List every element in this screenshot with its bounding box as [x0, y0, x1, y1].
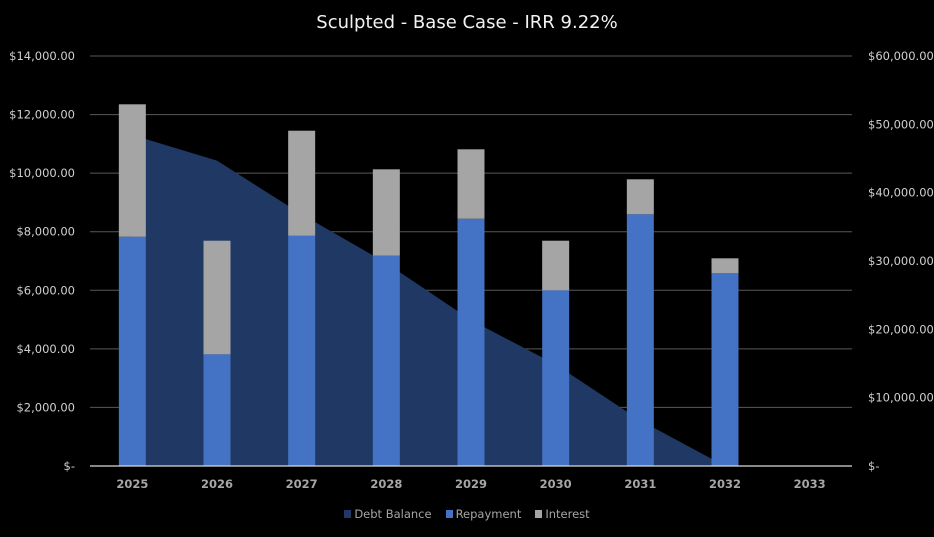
y-left-tick-label: $4,000.00	[16, 342, 75, 356]
interest-bar[interactable]	[542, 240, 570, 291]
repayment-bar[interactable]	[457, 218, 485, 466]
y-right-tick-label: $50,000.00	[868, 117, 934, 131]
repayment-bar[interactable]	[542, 290, 570, 466]
repayment-bar[interactable]	[118, 236, 146, 466]
legend-label: Interest	[545, 507, 590, 521]
x-tick-label: 2032	[709, 477, 741, 491]
y-right-tick-label: $30,000.00	[868, 254, 934, 268]
legend-swatch-interest	[535, 510, 543, 518]
y-right-tick-label: $60,000.00	[868, 49, 934, 63]
repayment-bar[interactable]	[372, 255, 400, 466]
legend-item-interest[interactable]: Interest	[535, 507, 590, 521]
y-left-tick-label: $8,000.00	[16, 225, 75, 239]
legend-swatch-debt-balance	[344, 510, 352, 518]
interest-bar[interactable]	[626, 179, 654, 215]
interest-bar[interactable]	[203, 240, 231, 355]
repayment-bar[interactable]	[626, 214, 654, 466]
legend: Debt Balance Repayment Interest	[0, 507, 934, 521]
legend-swatch-repayment	[445, 510, 453, 518]
legend-label: Debt Balance	[354, 507, 432, 521]
bars-group	[118, 104, 739, 466]
repayment-bar[interactable]	[288, 235, 316, 466]
interest-bar[interactable]	[288, 130, 316, 236]
y-right-tick-label: $20,000.00	[868, 322, 934, 336]
x-tick-label: 2026	[201, 477, 233, 491]
legend-label: Repayment	[455, 507, 522, 521]
y-left-tick-label: $-	[64, 459, 75, 473]
interest-bar[interactable]	[711, 258, 739, 274]
x-tick-label: 2033	[794, 477, 826, 491]
debt-balance-area	[132, 134, 726, 466]
y-left-tick-label: $6,000.00	[16, 283, 75, 297]
y-left-tick-label: $12,000.00	[9, 108, 75, 122]
debt-balance-area-group	[132, 134, 726, 466]
axes: $- $2,000.00 $4,000.00 $6,000.00 $8,000.00 $1…	[9, 49, 934, 491]
y-right-tick-label: $10,000.00	[868, 391, 934, 405]
y-left-tick-label: $2,000.00	[16, 400, 75, 414]
x-tick-label: 2029	[455, 477, 487, 491]
chart-title: Sculpted - Base Case - IRR 9.22%	[316, 12, 618, 33]
x-tick-label: 2027	[286, 477, 318, 491]
x-tick-label: 2030	[540, 477, 572, 491]
x-tick-label: 2031	[624, 477, 656, 491]
x-tick-label: 2025	[116, 477, 148, 491]
x-tick-label: 2028	[370, 477, 402, 491]
y-right-tick-label: $40,000.00	[868, 186, 934, 200]
y-left-tick-label: $10,000.00	[9, 166, 75, 180]
repayment-bar[interactable]	[711, 273, 739, 466]
y-right-tick-label: $-	[868, 459, 879, 473]
repayment-bar[interactable]	[203, 354, 231, 466]
interest-bar[interactable]	[372, 169, 400, 256]
interest-bar[interactable]	[118, 104, 146, 237]
legend-item-debt-balance[interactable]: Debt Balance	[344, 507, 432, 521]
y-left-tick-label: $14,000.00	[9, 49, 75, 63]
interest-bar[interactable]	[457, 149, 485, 219]
legend-item-repayment[interactable]: Repayment	[445, 507, 522, 521]
